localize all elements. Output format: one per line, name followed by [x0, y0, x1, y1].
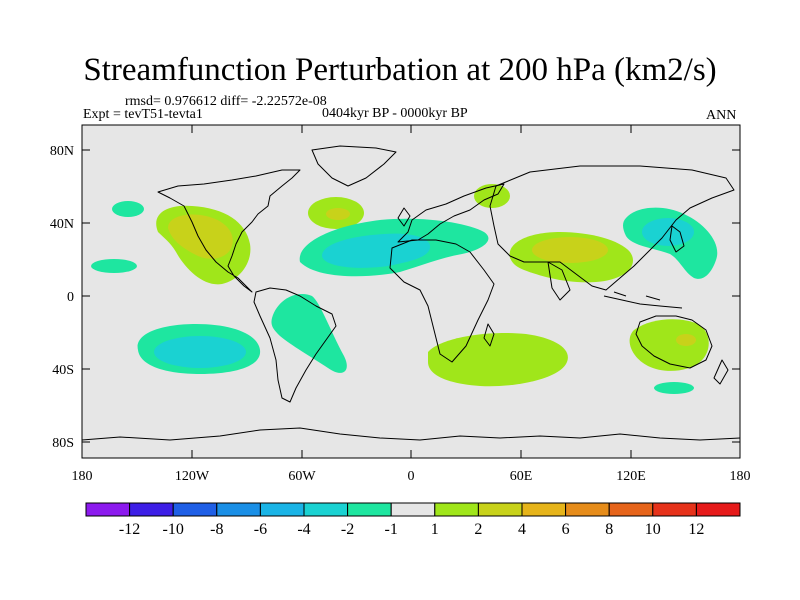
lon-label: 60W: [288, 469, 316, 484]
colorbar-swatch: [652, 502, 697, 517]
coast-india: [547, 261, 571, 301]
colorbar-label: -2: [341, 521, 354, 538]
lon-label: 120E: [616, 469, 646, 484]
stats-text: rmsd= 0.976612 diff= -2.22572e-08: [125, 94, 327, 109]
coast-madagascar: [483, 323, 495, 347]
colorbar-label: 10: [645, 521, 661, 538]
colorbar-swatch: [85, 502, 131, 517]
colorbar: -12 -10 -8 -6 -4 -2 -1 1 2 4 6 8 10 12: [85, 502, 741, 538]
coast-antarctica: [82, 427, 740, 441]
colorbar-swatch: [695, 502, 741, 517]
coast-new-zealand: [713, 359, 729, 385]
coast-indonesia: [603, 291, 683, 309]
anomaly-small-pacific-tropical: [91, 259, 137, 273]
map-background: [82, 125, 740, 458]
anomaly-south-pacific: [137, 324, 261, 374]
colorbar-swatch: [477, 502, 523, 517]
colorbar-swatch: [347, 502, 392, 517]
anomaly-south-indian: [428, 332, 568, 387]
lat-label: 0: [67, 290, 74, 305]
coast-africa: [389, 239, 495, 363]
coast-greenland: [311, 145, 397, 187]
colorbar-label: -12: [119, 521, 140, 538]
coast-australia: [635, 315, 713, 369]
coast-south-america: [253, 287, 337, 403]
experiment-label: Expt = tevT51-tevta1: [83, 107, 203, 122]
colorbar-swatch: [172, 502, 218, 517]
anomaly-europe-small: [474, 184, 510, 208]
lat-label: 40S: [52, 363, 74, 378]
coast-north-america: [157, 169, 301, 293]
coast-asia: [489, 165, 735, 291]
colorbar-label: -8: [210, 521, 223, 538]
colorbar-label: 8: [605, 521, 613, 538]
colorbar-swatch: [608, 502, 654, 517]
colorbar-label: 4: [518, 521, 526, 538]
coast-japan: [669, 225, 685, 253]
colorbar-swatch: [129, 502, 174, 517]
coast-europe: [397, 183, 505, 243]
season-label: ANN: [706, 108, 737, 123]
coast-uk: [397, 207, 411, 227]
anomaly-south-america-east: [271, 294, 347, 373]
colorbar-label: -10: [163, 521, 184, 538]
colorbar-swatch: [390, 502, 436, 517]
colorbar-label: -6: [254, 521, 267, 538]
lon-label: 0: [408, 469, 415, 484]
lon-label: 180: [72, 469, 93, 484]
anomaly-north-atlantic-high: [308, 197, 364, 229]
colorbar-label: -1: [385, 521, 398, 538]
colorbar-label: 12: [688, 521, 704, 538]
colorbar-swatch: [259, 502, 305, 517]
anomaly-australia: [629, 319, 709, 371]
colorbar-swatch: [303, 502, 349, 517]
colorbar-label: 6: [562, 521, 570, 538]
figure-title: Streamfunction Perturbation at 200 hPa (…: [83, 52, 717, 88]
anomaly-west-pacific: [623, 207, 718, 279]
axis-ticks: [82, 125, 740, 458]
colorbar-swatch: [565, 502, 610, 517]
lat-label: 80S: [52, 436, 74, 451]
colorbar-swatch: [216, 502, 261, 517]
anomaly-layer: [82, 145, 740, 441]
coastlines: [82, 145, 740, 441]
anomaly-south-of-australia: [654, 382, 694, 394]
colorbar-swatch: [521, 502, 567, 517]
anomaly-small-pacific-north: [112, 201, 144, 217]
colorbar-label: -4: [297, 521, 310, 538]
lat-label: 80N: [50, 144, 74, 159]
period-label: 0404kyr BP - 0000kyr BP: [322, 106, 468, 121]
lon-label: 120W: [175, 469, 210, 484]
lat-label: 40N: [50, 217, 74, 232]
colorbar-label: 1: [431, 521, 439, 538]
colorbar-label: 2: [474, 521, 482, 538]
colorbar-swatch: [434, 502, 479, 517]
anomaly-asia: [509, 232, 633, 283]
lon-label: 60E: [510, 469, 533, 484]
lon-label: 180: [730, 469, 751, 484]
